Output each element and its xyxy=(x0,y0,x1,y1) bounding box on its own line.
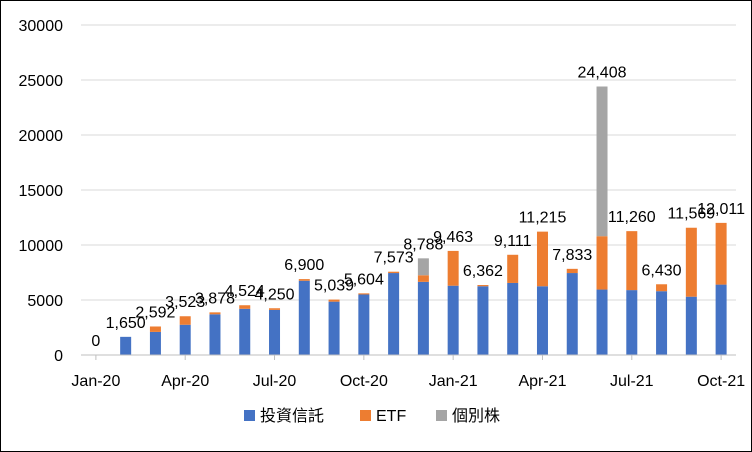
x-tick-label: Jul-21 xyxy=(610,373,654,390)
x-tick-label: Oct-21 xyxy=(697,373,745,390)
bar-投資信託 xyxy=(120,336,132,355)
bar-ETF xyxy=(626,231,638,291)
bar-ETF xyxy=(269,308,281,310)
bar-ETF xyxy=(596,236,608,290)
data-label: 11,215 xyxy=(519,210,567,227)
bar-投資信託 xyxy=(715,284,727,355)
legend-item: 個別株 xyxy=(436,407,500,425)
bar-ETF xyxy=(715,222,727,285)
bar-ETF xyxy=(417,275,429,282)
legend-item: 投資信託 xyxy=(244,407,324,425)
y-axis: 0 5000 10000 15000 20000 25000 30000 xyxy=(19,18,64,365)
bar-投資信託 xyxy=(417,281,429,355)
y-tick-label: 20000 xyxy=(19,128,64,145)
legend-swatch xyxy=(436,410,447,421)
data-label: 9,463 xyxy=(433,229,473,246)
y-tick-label: 10000 xyxy=(19,238,64,255)
y-tick-label: 25000 xyxy=(19,73,64,90)
data-label: 24,408 xyxy=(578,65,627,82)
data-label: 6,430 xyxy=(642,262,682,279)
bar-個別株 xyxy=(417,258,429,276)
bar-ETF xyxy=(179,316,191,325)
x-tick-label: Oct-20 xyxy=(340,373,388,390)
legend-swatch xyxy=(360,410,371,421)
bar-ETF xyxy=(507,254,519,283)
bar-投資信託 xyxy=(477,286,489,355)
bar-ETF xyxy=(239,305,251,309)
x-tick-label: Jan-20 xyxy=(71,373,120,390)
data-label: 0 xyxy=(91,333,100,350)
data-label: 5,604 xyxy=(344,271,384,288)
bar-投資信託 xyxy=(685,296,697,355)
data-label: 12,011 xyxy=(697,201,745,218)
x-tick-label: Apr-20 xyxy=(161,373,209,390)
legend-label: 投資信託 xyxy=(260,407,324,425)
data-label: 7,573 xyxy=(374,250,414,267)
legend: 投資信託 ETF 個別株 xyxy=(244,407,500,425)
data-label: 11,569 xyxy=(667,206,715,223)
bar-投資信託 xyxy=(566,273,578,355)
bar-ETF xyxy=(358,293,370,295)
data-label: 7,833 xyxy=(552,247,592,264)
bar-投資信託 xyxy=(328,301,340,355)
bar-ETF xyxy=(566,268,578,274)
bar-投資信託 xyxy=(239,308,251,355)
data-label: 6,900 xyxy=(284,257,324,274)
data-label: 4,524 xyxy=(225,283,265,300)
bar-ETF xyxy=(656,284,668,292)
y-tick-label: 0 xyxy=(54,348,63,365)
bar-投資信託 xyxy=(507,282,519,355)
bar-ETF xyxy=(149,326,161,332)
y-tick-label: 5000 xyxy=(27,293,63,310)
data-label: 5,039 xyxy=(314,278,354,295)
data-label: 8,788 xyxy=(403,236,443,253)
bar-投資信託 xyxy=(179,324,191,355)
bar-ETF xyxy=(447,250,459,286)
bar-投資信託 xyxy=(209,314,221,355)
data-label: 6,362 xyxy=(463,263,503,280)
legend-item: ETF xyxy=(360,408,406,425)
x-tick-label: Jul-20 xyxy=(253,373,297,390)
bar-個別株 xyxy=(596,86,608,237)
bar-ETF xyxy=(328,299,340,302)
data-label: 3,878 xyxy=(195,290,235,307)
data-label: 1,650 xyxy=(106,315,146,332)
bar-ETF xyxy=(298,279,310,281)
legend-label: 個別株 xyxy=(452,407,500,425)
bar-投資信託 xyxy=(536,286,548,355)
x-axis: Jan-20 Apr-20 Jul-20 Oct-20 Jan-21 Apr-21 Jul-… xyxy=(71,354,745,390)
data-label: 3,523 xyxy=(165,294,205,311)
bar-ETF xyxy=(536,231,548,287)
y-tick-label: 30000 xyxy=(19,18,64,35)
bars xyxy=(120,86,727,355)
data-label: 2,592 xyxy=(135,304,175,321)
bar-投資信託 xyxy=(149,331,161,355)
bar-ETF xyxy=(388,271,400,274)
bar-投資信託 xyxy=(269,309,281,355)
bar-投資信託 xyxy=(388,273,400,355)
legend-swatch xyxy=(244,410,255,421)
bar-ETF xyxy=(209,312,221,315)
bar-ETF xyxy=(685,227,697,297)
bar-ETF xyxy=(477,285,489,287)
x-tick-label: Jan-21 xyxy=(429,373,478,390)
data-label: 11,260 xyxy=(608,209,656,226)
bar-投資信託 xyxy=(626,290,638,355)
x-tick-label: Apr-21 xyxy=(518,373,566,390)
bar-投資信託 xyxy=(596,289,608,355)
bar-投資信託 xyxy=(447,285,459,355)
bar-投資信託 xyxy=(358,294,370,355)
data-label: 9,111 xyxy=(494,233,532,250)
legend-label: ETF xyxy=(376,408,406,425)
y-tick-label: 15000 xyxy=(19,183,64,200)
bar-投資信託 xyxy=(656,291,668,355)
data-label: 4,250 xyxy=(254,286,294,303)
bar-投資信託 xyxy=(298,280,310,355)
